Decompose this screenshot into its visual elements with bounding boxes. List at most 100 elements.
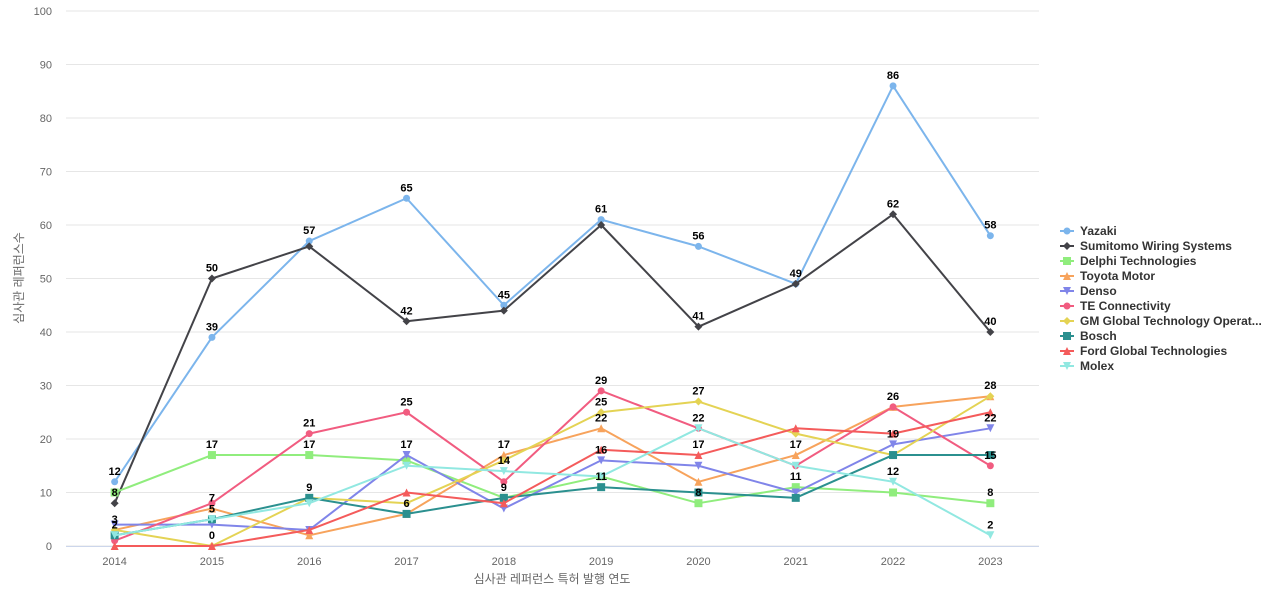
- legend-item[interactable]: Delphi Technologies: [1060, 254, 1197, 268]
- data-label: 61: [595, 204, 607, 216]
- data-label: 12: [109, 466, 121, 478]
- data-point-marker: [111, 478, 119, 486]
- legend-label: Molex: [1080, 359, 1114, 373]
- y-tick-label: 100: [34, 6, 52, 18]
- data-point-marker: [986, 499, 995, 508]
- x-tick-label: 2022: [881, 556, 905, 568]
- data-point-marker: [694, 499, 703, 508]
- series-1: [111, 82, 994, 486]
- data-point-marker: [1063, 302, 1071, 310]
- data-point-marker: [402, 461, 411, 470]
- data-point-marker: [499, 451, 508, 460]
- legend-label: Toyota Motor: [1080, 269, 1155, 283]
- series-8: [110, 451, 995, 540]
- data-point-marker: [791, 424, 800, 433]
- data-point-marker: [597, 472, 606, 481]
- data-label: 0: [209, 530, 215, 542]
- data-label: 50: [206, 263, 218, 275]
- legend-item[interactable]: Toyota Motor: [1060, 269, 1155, 283]
- data-label: 65: [400, 182, 412, 194]
- data-point-marker: [694, 397, 703, 406]
- data-point-marker: [305, 430, 313, 438]
- data-point-marker: [694, 461, 703, 470]
- data-point-marker: [791, 493, 800, 502]
- data-point-marker: [986, 328, 995, 336]
- data-label: 25: [400, 396, 412, 408]
- data-point-marker: [110, 520, 119, 529]
- x-tick-label: 2016: [297, 556, 321, 568]
- series-10: [110, 424, 995, 540]
- data-point-marker: [499, 467, 508, 476]
- data-label: 28: [984, 380, 996, 392]
- data-label: 26: [887, 391, 899, 403]
- legend-item[interactable]: Yazaki: [1060, 224, 1117, 238]
- series-group: [110, 82, 995, 550]
- data-label: 7: [209, 493, 215, 505]
- data-label: 12: [887, 466, 899, 478]
- y-tick-label: 10: [40, 488, 52, 500]
- data-label: 17: [206, 439, 218, 451]
- data-point-marker: [889, 429, 898, 438]
- series-6: [111, 387, 994, 545]
- legend-item[interactable]: GM Global Technology Operat...: [1060, 314, 1262, 328]
- x-tick-label: 2019: [589, 556, 613, 568]
- data-point-marker: [791, 279, 800, 288]
- data-point-marker: [889, 403, 897, 411]
- data-label: 22: [692, 412, 704, 424]
- data-point-marker: [402, 499, 411, 508]
- legend-label: Bosch: [1080, 329, 1117, 343]
- legend-label: Denso: [1080, 284, 1117, 298]
- data-point-marker: [986, 392, 995, 401]
- data-point-marker: [499, 493, 508, 502]
- data-label: 27: [692, 386, 704, 398]
- data-point-marker: [1063, 362, 1071, 370]
- data-label: 17: [303, 439, 315, 451]
- legend-item[interactable]: Bosch: [1060, 329, 1117, 343]
- data-point-marker: [110, 531, 119, 540]
- legend-item[interactable]: Sumitomo Wiring Systems: [1060, 239, 1232, 253]
- data-point-marker: [305, 525, 314, 534]
- data-point-marker: [208, 499, 216, 507]
- data-point-marker: [500, 478, 508, 486]
- y-tick-label: 50: [40, 274, 52, 286]
- legend-item[interactable]: TE Connectivity: [1060, 299, 1171, 313]
- data-label: 16: [595, 444, 607, 456]
- data-point-marker: [1063, 332, 1071, 340]
- legend-label: Yazaki: [1080, 224, 1117, 238]
- data-label: 19: [887, 428, 899, 440]
- x-tick-label: 2020: [686, 556, 710, 568]
- y-tick-label: 30: [40, 381, 52, 393]
- legend-item[interactable]: Molex: [1060, 359, 1114, 373]
- legend-item[interactable]: Ford Global Technologies: [1060, 344, 1227, 358]
- y-tick-label: 20: [40, 434, 52, 446]
- data-label: 56: [692, 230, 704, 242]
- data-label: 39: [206, 321, 218, 333]
- data-point-marker: [597, 424, 606, 433]
- series-line: [114, 427, 991, 531]
- data-label: 42: [400, 305, 412, 317]
- data-label: 14: [498, 455, 511, 467]
- data-point-marker: [110, 542, 119, 550]
- data-label: 9: [501, 482, 507, 494]
- data-point-marker: [110, 499, 119, 508]
- data-point-marker: [694, 488, 703, 497]
- data-label: 22: [984, 412, 996, 424]
- data-point-marker: [694, 322, 703, 331]
- data-label: 17: [498, 439, 510, 451]
- legend-item[interactable]: Denso: [1060, 284, 1117, 298]
- data-point-marker: [889, 477, 898, 486]
- data-label: 29: [595, 375, 607, 387]
- series-line: [114, 427, 991, 537]
- data-label: 9: [306, 482, 312, 494]
- data-point-marker: [597, 445, 606, 454]
- y-tick-label: 90: [40, 60, 52, 72]
- data-point-marker: [500, 301, 508, 309]
- data-label: 21: [303, 418, 315, 430]
- x-axis-title: 심사관 레퍼런스 특허 발행 연도: [474, 571, 631, 586]
- data-point-marker: [207, 542, 216, 550]
- series-2: [110, 210, 995, 508]
- series-line: [113, 84, 992, 483]
